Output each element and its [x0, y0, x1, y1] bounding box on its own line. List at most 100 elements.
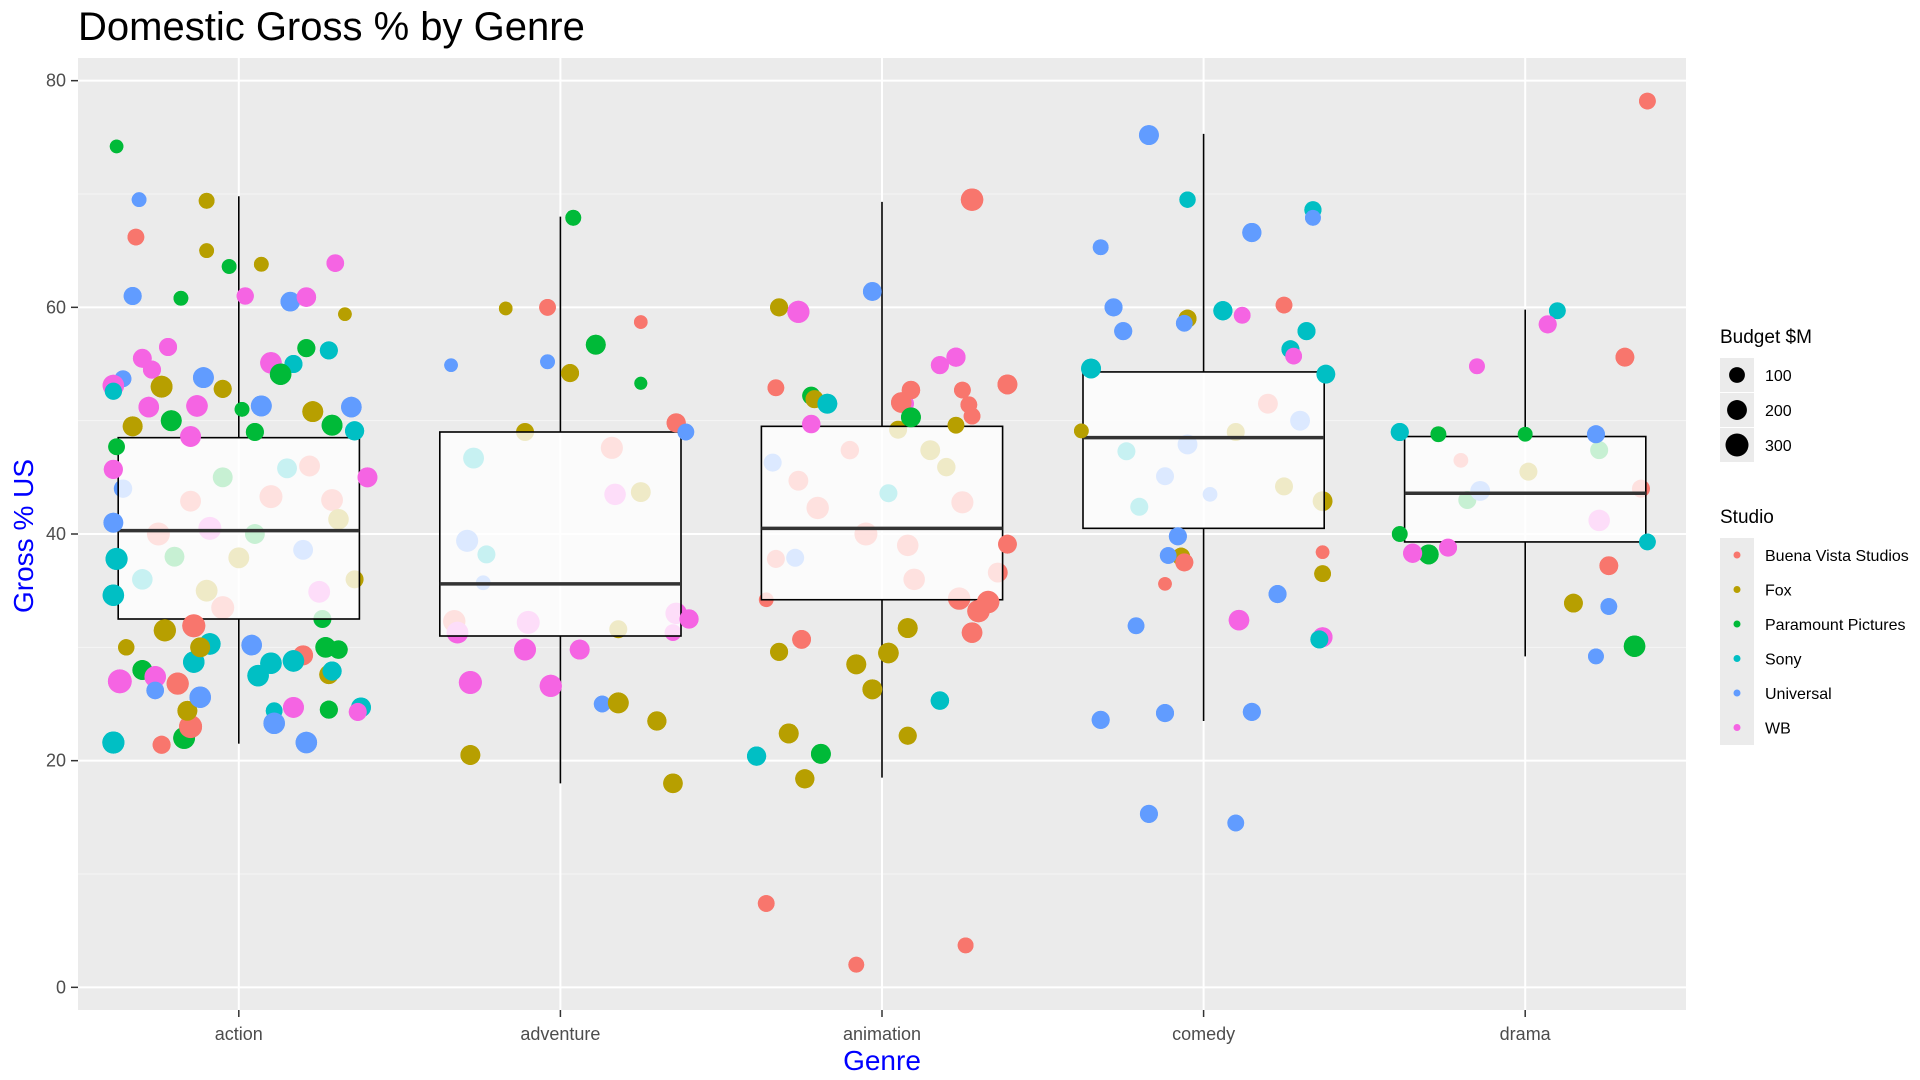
- data-point: [1242, 222, 1262, 243]
- data-point: [213, 379, 232, 398]
- data-point: [348, 702, 367, 721]
- y-tick-label: 40: [46, 524, 66, 544]
- data-point: [1155, 704, 1175, 723]
- data-point: [663, 773, 683, 794]
- data-point: [1588, 648, 1604, 665]
- data-point: [1227, 814, 1245, 832]
- data-point: [146, 681, 164, 700]
- data-points-front: [102, 92, 1656, 973]
- data-point: [180, 426, 202, 447]
- size-legend-title: Budget $M: [1720, 327, 1812, 348]
- studio-legend-label: Fox: [1765, 583, 1792, 600]
- data-point: [1548, 302, 1566, 320]
- data-point: [1175, 553, 1194, 572]
- data-point: [963, 407, 981, 425]
- box: [760, 425, 1004, 601]
- data-point: [1310, 630, 1329, 649]
- data-point: [1316, 364, 1336, 384]
- boxplots: [117, 133, 1647, 784]
- size-legend-dot: [1729, 367, 1745, 383]
- data-point: [1242, 702, 1261, 721]
- data-point: [234, 401, 250, 417]
- data-point: [1639, 533, 1656, 551]
- data-point: [1268, 585, 1287, 604]
- data-point: [338, 307, 352, 321]
- x-tick-label: adventure: [520, 1024, 600, 1044]
- studio-legend-label: Sony: [1765, 652, 1801, 669]
- data-point: [142, 360, 161, 379]
- data-point: [810, 743, 831, 764]
- data-point: [280, 291, 301, 312]
- data-point: [144, 666, 166, 688]
- data-point: [946, 347, 966, 367]
- studio-legend-dot: [1733, 551, 1741, 559]
- data-point: [341, 396, 362, 418]
- data-point: [131, 192, 147, 208]
- data-point: [321, 414, 343, 436]
- data-point: [647, 711, 667, 731]
- data-point: [961, 622, 983, 643]
- data-point: [561, 364, 580, 383]
- data-point: [757, 895, 775, 912]
- data-point: [954, 381, 971, 399]
- data-point: [1639, 92, 1656, 110]
- data-point: [634, 376, 648, 390]
- data-point: [250, 395, 272, 417]
- data-point: [179, 715, 203, 739]
- studio-legend-dot: [1733, 655, 1741, 662]
- data-point: [460, 745, 481, 765]
- data-point: [296, 287, 317, 307]
- y-tick-label: 20: [46, 751, 66, 771]
- data-point: [767, 379, 785, 397]
- data-point: [1168, 527, 1187, 546]
- data-point: [1127, 617, 1145, 635]
- data-point: [127, 228, 145, 246]
- x-tick-label: comedy: [1172, 1024, 1235, 1044]
- data-point: [898, 726, 917, 745]
- data-point: [802, 414, 821, 434]
- data-point: [1213, 301, 1233, 321]
- data-point: [1403, 543, 1423, 563]
- data-point: [104, 382, 122, 400]
- y-axis-title: Gross % US: [8, 459, 39, 613]
- data-point: [198, 192, 215, 209]
- data-point: [1564, 593, 1583, 613]
- data-point: [569, 639, 590, 660]
- data-point: [322, 661, 342, 681]
- data-point: [1314, 565, 1331, 583]
- data-point: [593, 695, 611, 713]
- data-point: [245, 422, 264, 442]
- data-point: [329, 640, 348, 659]
- data-point: [236, 287, 254, 305]
- data-point: [514, 638, 536, 661]
- size-legend-dot: [1725, 433, 1749, 457]
- data-point: [118, 639, 135, 656]
- data-point: [607, 692, 629, 714]
- data-point: [998, 534, 1017, 554]
- data-point: [1104, 298, 1123, 317]
- data-point: [319, 341, 338, 360]
- data-point: [344, 421, 365, 441]
- data-point: [326, 254, 345, 272]
- data-point: [102, 731, 125, 754]
- data-point: [539, 674, 562, 697]
- data-point: [153, 619, 176, 642]
- data-point: [1599, 556, 1619, 576]
- data-point: [152, 735, 171, 754]
- data-point: [1228, 609, 1250, 631]
- data-point: [1285, 347, 1303, 365]
- data-point: [1469, 358, 1485, 375]
- data-point: [1139, 804, 1158, 823]
- size-legend-label: 100: [1765, 368, 1792, 385]
- data-point: [878, 642, 899, 664]
- size-legend-dot: [1727, 400, 1747, 420]
- data-point: [848, 956, 865, 973]
- data-point: [997, 374, 1018, 395]
- data-point: [241, 634, 262, 656]
- studio-legend-label: Universal: [1765, 686, 1832, 703]
- data-point: [1391, 526, 1408, 542]
- data-point: [633, 315, 648, 329]
- data-point: [1074, 423, 1089, 439]
- data-point: [1179, 191, 1196, 208]
